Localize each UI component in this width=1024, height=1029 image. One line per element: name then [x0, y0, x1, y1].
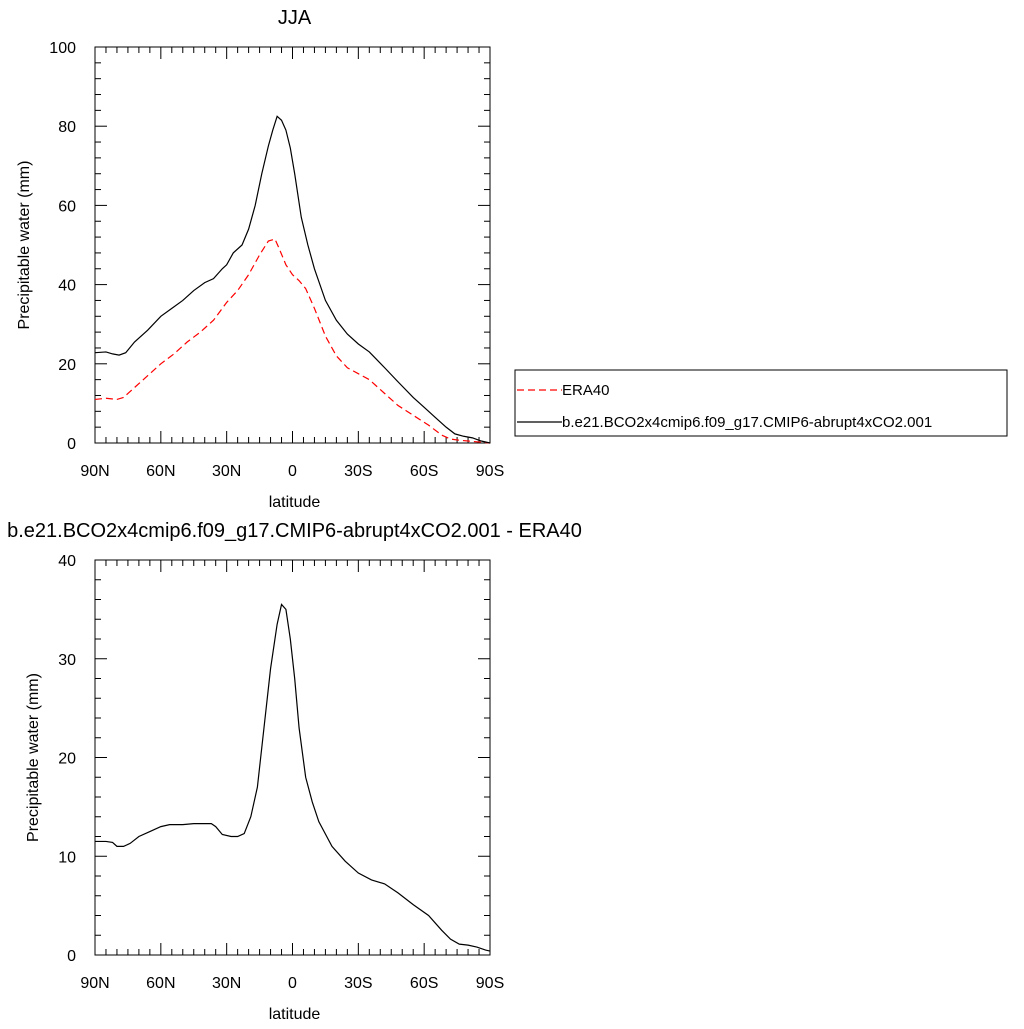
x-tick-label: 90S: [476, 463, 504, 480]
y-tick-label: 40: [58, 553, 76, 570]
y-tick-label: 10: [58, 849, 76, 866]
y-axis-label: Precipitable water (mm): [16, 161, 33, 330]
legend-box: [514, 369, 1008, 437]
series-line-2: [94, 115, 491, 444]
y-tick-label: 0: [67, 436, 76, 453]
legend: ERA40 b.e21.BCO2x4cmip6.f09_g17.CMIP6-abr…: [514, 369, 1008, 437]
chart-panel-2: 90N 60N 30N 0 30S 60S 90S 0 10 20 30 40 latitude Prec…: [7, 520, 582, 1023]
plot-frame: [94, 559, 491, 956]
y-tick-label: 80: [58, 119, 76, 136]
y-tick-label: 0: [67, 948, 76, 965]
legend-label-2: b.e21.BCO2x4cmip6.f09_g17.CMIP6-abrupt4x…: [562, 414, 932, 431]
y-tick-label: 60: [58, 198, 76, 215]
chart-title: JJA: [278, 7, 312, 29]
x-tick-label: 90S: [476, 975, 504, 992]
series-line-1: [95, 603, 491, 952]
y-tick-label: 20: [58, 751, 76, 768]
x-tick-label: 90N: [80, 975, 109, 992]
x-tick-label: 60S: [410, 463, 438, 480]
y-tick-label: 20: [58, 357, 76, 374]
y-tick-label: 30: [58, 652, 76, 669]
chart-title: b.e21.BCO2x4cmip6.f09_g17.CMIP6-abrupt4x…: [7, 520, 582, 542]
y-tick-label: 40: [58, 278, 76, 295]
y-tick-label: 100: [49, 40, 76, 57]
x-axis-label: latitude: [269, 494, 321, 511]
x-tick-label: 30S: [344, 463, 372, 480]
x-tick-label: 0: [288, 463, 297, 480]
x-tick-label: 30N: [212, 975, 241, 992]
x-axis-label: latitude: [269, 1006, 321, 1023]
legend-label-1: ERA40: [562, 382, 610, 399]
y-axis-label: Precipitable water (mm): [25, 673, 42, 842]
x-tick-label: 60N: [146, 975, 175, 992]
x-tick-label: 0: [288, 975, 297, 992]
chart-panel-1: 90N 60N 30N 0 30S 60S 90S 0 20 40 60 80 100 latitude P…: [16, 7, 1008, 511]
series-line-1: [94, 238, 491, 444]
x-tick-label: 90N: [80, 463, 109, 480]
x-tick-label: 60S: [410, 975, 438, 992]
plot-frame: [94, 46, 491, 444]
x-tick-label: 30N: [212, 463, 241, 480]
x-tick-label: 60N: [146, 463, 175, 480]
x-tick-label: 30S: [344, 975, 372, 992]
